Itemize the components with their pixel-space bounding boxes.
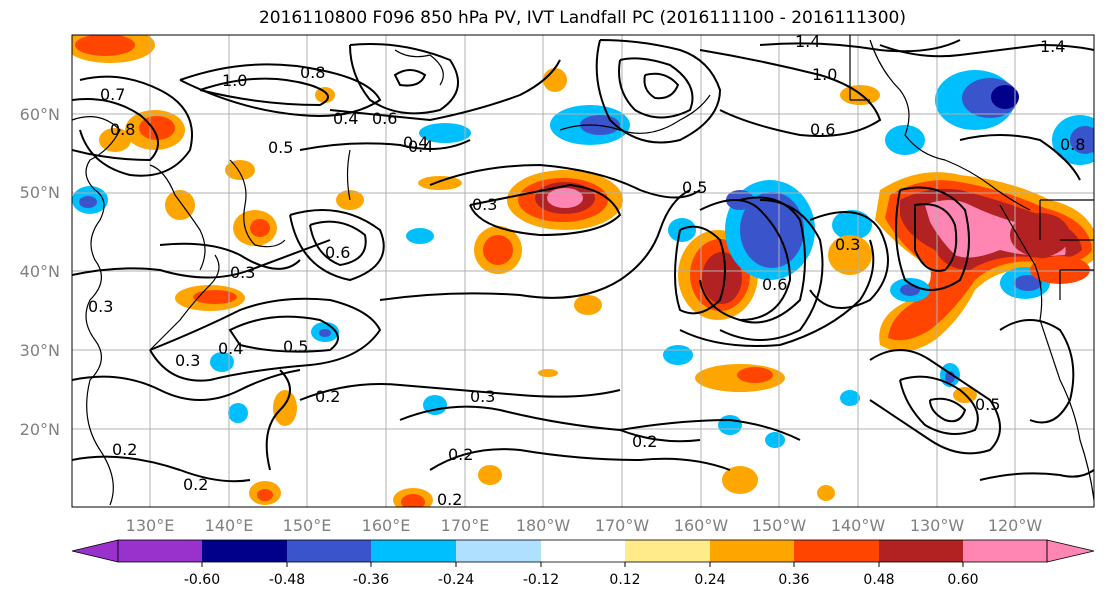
colorbar-tick-label: 0.60: [947, 572, 978, 588]
lon-label: 150°E: [283, 516, 332, 535]
latitude-labels: 60°N 50°N 40°N 30°N 20°N: [20, 105, 60, 439]
lon-label: 140°W: [831, 516, 886, 535]
contour-label: 0.2: [315, 387, 340, 406]
lat-label: 30°N: [20, 341, 60, 360]
colorbar-tick-label: 0.48: [863, 572, 894, 588]
pv-anomaly-shading: [72, 35, 1094, 507]
colorbar-tick-label: 0.12: [609, 572, 640, 588]
contour-label: 0.5: [682, 178, 707, 197]
colorbar: -0.60 -0.48 -0.36 -0.24 -0.12 0.12 0.24 …: [71, 539, 1095, 588]
colorbar-tick-label: -0.60: [184, 572, 220, 588]
lon-label: 150°W: [752, 516, 807, 535]
colorbar-segment: [202, 540, 287, 562]
contour-label: 0.4: [403, 133, 428, 152]
colorbar-max-extension: [1046, 539, 1095, 563]
colorbar-segment: [879, 540, 963, 562]
colorbar-tick-label: -0.48: [269, 572, 305, 588]
lat-label: 50°N: [20, 183, 60, 202]
contour-label: 0.2: [632, 432, 657, 451]
contour-label: 1.0: [222, 71, 247, 90]
contour-label: 0.5: [283, 337, 308, 356]
contour-label: 0.3: [470, 387, 495, 406]
coastlines: [72, 35, 1094, 506]
colorbar-tick-label: 0.24: [694, 572, 725, 588]
lon-label: 170°W: [595, 516, 650, 535]
contour-label: 0.8: [300, 63, 325, 82]
contour-label: 0.6: [810, 120, 835, 139]
colorbar-min-extension: [71, 539, 119, 563]
lon-label: 140°E: [205, 516, 254, 535]
colorbar-tick-label: -0.24: [438, 572, 474, 588]
lat-label: 60°N: [20, 105, 60, 124]
contour-label: 0.6: [372, 109, 397, 128]
contour-label: 0.4: [218, 339, 243, 358]
contour-label: 0.8: [110, 120, 135, 139]
lon-label: 120°W: [988, 516, 1043, 535]
contour-labels: 1.4 1.0 1.0 1.4 0.8 0.7 0.8 0.6 0.4 0.4 …: [88, 32, 1085, 509]
colorbar-segment: [794, 540, 879, 562]
lon-label: 180°W: [516, 516, 571, 535]
contour-label: 0.2: [183, 475, 208, 494]
colorbar-segment: [456, 540, 541, 562]
contour-label: 0.6: [762, 275, 787, 294]
colorbar-tick-label: -0.36: [353, 572, 389, 588]
colorbar-segment: [710, 540, 794, 562]
contour-label: 0.3: [88, 297, 113, 316]
contour-label: 0.6: [325, 243, 350, 262]
lon-label: 130°W: [910, 516, 965, 535]
contour-label: 0.7: [100, 85, 125, 104]
contour-label: 0.4: [333, 109, 358, 128]
contour-label: 0.3: [835, 235, 860, 254]
colorbar-segment: [541, 540, 625, 562]
pv-contours: [72, 39, 1094, 483]
colorbar-segment: [287, 540, 371, 562]
contour-label: 1.0: [812, 65, 837, 84]
lat-label: 20°N: [20, 420, 60, 439]
contour-label: 0.3: [175, 351, 200, 370]
contour-label: 1.4: [1040, 37, 1065, 56]
contour-label: 0.8: [1060, 135, 1085, 154]
contour-label: 0.2: [448, 445, 473, 464]
colorbar-tick-label: 0.36: [778, 572, 809, 588]
colorbar-segment: [963, 540, 1047, 562]
contour-label: 1.4: [795, 32, 820, 51]
colorbar-tick-label: -0.12: [523, 572, 559, 588]
map-frame: [71, 34, 1095, 508]
contour-label: 0.4: [408, 137, 433, 156]
lon-label: 130°E: [126, 516, 175, 535]
lon-label: 170°E: [441, 516, 490, 535]
contour-label: 0.3: [230, 263, 255, 282]
map-title: 2016110800 F096 850 hPa PV, IVT Landfall…: [258, 8, 906, 28]
longitude-labels: 130°E 140°E 150°E 160°E 170°E 180°W 170°…: [126, 516, 1043, 535]
colorbar-segment: [625, 540, 710, 562]
lon-label: 160°W: [674, 516, 729, 535]
contour-label: 0.5: [975, 395, 1000, 414]
contour-label: 0.2: [437, 490, 462, 509]
contour-label: 0.3: [472, 195, 497, 214]
colorbar-segment: [371, 540, 456, 562]
contour-label: 0.5: [268, 138, 293, 157]
lat-label: 40°N: [20, 262, 60, 281]
lon-label: 160°E: [362, 516, 411, 535]
colorbar-segment: [118, 540, 202, 562]
contour-label: 0.2: [112, 440, 137, 459]
colorbar-outline: [117, 539, 1048, 563]
